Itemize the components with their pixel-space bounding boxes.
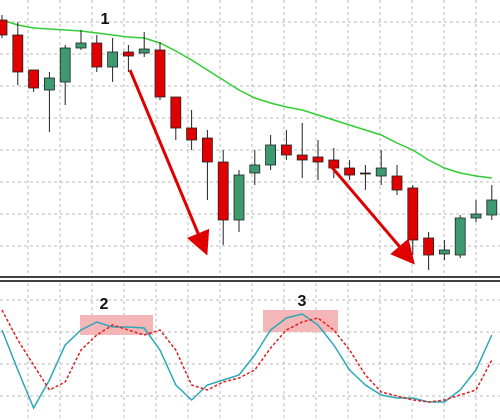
candle-body: [344, 167, 356, 176]
candle-body: [91, 42, 103, 68]
line: [1, 309, 493, 403]
candle-body: [107, 51, 118, 68]
highlight-box: [80, 315, 153, 335]
candle-body: [217, 161, 229, 221]
candle-body: [201, 137, 213, 163]
candle-body: [407, 187, 419, 241]
candle-body: [0, 19, 8, 36]
candle-body: [438, 249, 450, 255]
candle-body: [486, 199, 498, 216]
candle-body: [296, 154, 308, 161]
candle-body: [28, 69, 40, 89]
highlight-box: [263, 310, 338, 332]
candle-body: [423, 237, 435, 256]
candle-body: [186, 127, 198, 141]
candle-body: [233, 174, 245, 221]
candle-body: [44, 77, 55, 91]
candle-body: [170, 96, 182, 129]
candle-body: [154, 49, 166, 98]
candle-body: [249, 164, 261, 174]
candle-body: [391, 175, 403, 191]
candle-body: [265, 144, 277, 166]
candle-body: [375, 167, 387, 177]
marks: [0, 15, 498, 410]
annotation: 3: [298, 293, 307, 310]
candle-body: [75, 42, 87, 49]
candle-body: [312, 156, 324, 163]
candle-body: [470, 213, 482, 219]
line: [1, 313, 493, 410]
annotation: 1: [101, 11, 110, 28]
candle-body: [280, 144, 292, 156]
candle-body: [12, 34, 24, 73]
arrow: [128, 69, 210, 256]
candle-body: [123, 51, 134, 57]
candle-body: [454, 217, 466, 256]
line: [1, 19, 492, 179]
candle-body: [59, 47, 71, 83]
candle-body: [138, 48, 150, 54]
candle-body: [359, 172, 371, 175]
annotation: 2: [100, 296, 109, 313]
arrow: [328, 164, 415, 265]
